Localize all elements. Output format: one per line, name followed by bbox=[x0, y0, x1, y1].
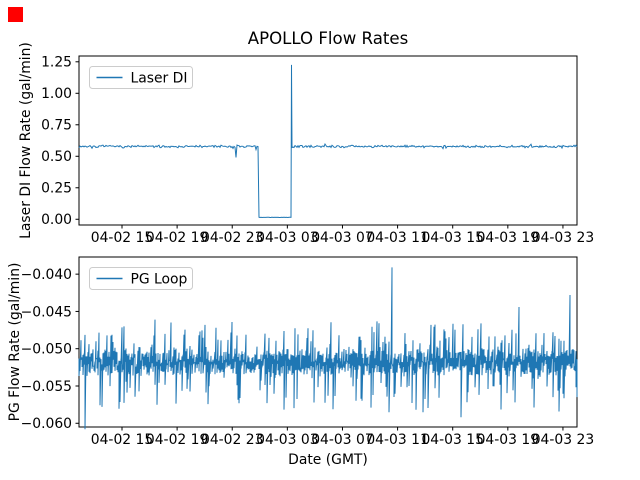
y-tick-label: 1.00 bbox=[41, 86, 72, 102]
y-tick-label: 0.50 bbox=[41, 149, 72, 165]
y-tick-label: −0.060 bbox=[21, 416, 72, 432]
axes-frame bbox=[78, 55, 578, 226]
x-tick-label: 04-03 23 bbox=[532, 230, 594, 246]
y-tick-label: −0.045 bbox=[21, 304, 72, 320]
y-axis-label: PG Flow Rate (gal/min) bbox=[7, 263, 23, 422]
x-tick-label: 04-03 23 bbox=[532, 432, 594, 448]
x-tick-label: 04-03 15 bbox=[421, 432, 483, 448]
click-marker bbox=[8, 7, 23, 22]
axes-frame bbox=[78, 256, 578, 428]
legend-box bbox=[89, 66, 193, 89]
y-tick-label: 0.25 bbox=[41, 181, 72, 197]
series-line-laser-di bbox=[78, 64, 578, 219]
plot-title: APOLLO Flow Rates bbox=[248, 29, 409, 48]
x-tick-label: 04-03 03 bbox=[256, 432, 318, 448]
y-tick-label: 0.00 bbox=[41, 212, 72, 228]
x-tick-label: 04-02 23 bbox=[201, 230, 263, 246]
x-tick-label: 04-02 19 bbox=[146, 230, 208, 246]
y-axis-label: Laser DI Flow Rate (gal/min) bbox=[18, 42, 34, 239]
x-tick-label: 04-02 15 bbox=[91, 432, 153, 448]
x-tick-label: 04-02 23 bbox=[201, 432, 263, 448]
legend-label: PG Loop bbox=[131, 271, 188, 287]
x-tick-label: 04-03 03 bbox=[256, 230, 318, 246]
legend-box bbox=[89, 267, 193, 290]
x-tick-label: 04-03 07 bbox=[311, 432, 373, 448]
x-tick-label: 04-02 15 bbox=[91, 230, 153, 246]
x-tick-label: 04-02 19 bbox=[146, 432, 208, 448]
x-tick-label: 04-03 15 bbox=[421, 230, 483, 246]
x-tick-label: 04-03 11 bbox=[366, 432, 428, 448]
x-axis-label: Date (GMT) bbox=[288, 452, 368, 468]
y-tick-label: −0.055 bbox=[21, 379, 72, 395]
series-line-pg-loop bbox=[78, 267, 578, 430]
x-tick-label: 04-03 11 bbox=[366, 230, 428, 246]
y-tick-label: −0.050 bbox=[21, 342, 72, 358]
y-tick-label: 1.25 bbox=[41, 55, 72, 71]
x-tick-label: 04-03 19 bbox=[477, 230, 539, 246]
x-tick-label: 04-03 19 bbox=[477, 432, 539, 448]
legend-label: Laser DI bbox=[131, 70, 188, 86]
x-tick-label: 04-03 07 bbox=[311, 230, 373, 246]
y-tick-label: −0.040 bbox=[21, 267, 72, 283]
y-tick-label: 0.75 bbox=[41, 118, 72, 134]
